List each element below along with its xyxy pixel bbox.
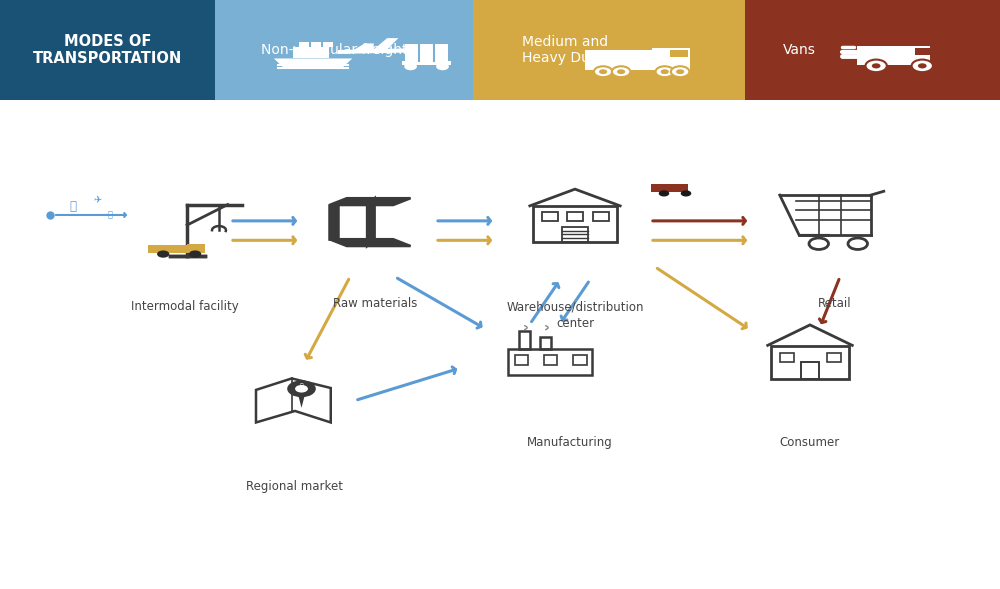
Text: Regional market: Regional market [246,480,344,493]
Text: ⛵: ⛵ [70,200,77,213]
Circle shape [157,250,169,258]
Circle shape [676,70,684,74]
FancyBboxPatch shape [915,48,930,55]
Circle shape [436,63,449,70]
FancyBboxPatch shape [652,48,690,70]
Text: Warehouse/distribution
center: Warehouse/distribution center [506,300,644,330]
Circle shape [671,66,689,77]
FancyBboxPatch shape [585,50,652,70]
Text: 🚃: 🚃 [108,210,113,220]
Polygon shape [329,198,411,205]
Circle shape [912,59,933,72]
Text: Manufacturing: Manufacturing [527,436,613,449]
FancyBboxPatch shape [187,244,205,253]
Text: Intermodal facility: Intermodal facility [131,300,239,313]
Circle shape [865,59,887,72]
FancyBboxPatch shape [402,61,451,65]
FancyBboxPatch shape [473,0,745,100]
Text: Consumer: Consumer [780,436,840,449]
Circle shape [295,385,308,392]
Circle shape [661,70,669,74]
FancyBboxPatch shape [405,44,448,61]
FancyBboxPatch shape [311,42,321,47]
Text: Retail: Retail [818,297,852,310]
FancyBboxPatch shape [670,50,688,58]
Circle shape [594,66,612,77]
Circle shape [659,190,669,197]
Circle shape [918,63,927,68]
Text: 🛒: 🛒 [300,383,303,389]
FancyBboxPatch shape [0,0,215,100]
Polygon shape [367,198,375,246]
Text: MODES OF
TRANSPORTATION: MODES OF TRANSPORTATION [33,34,182,66]
Circle shape [872,63,881,68]
FancyBboxPatch shape [745,0,1000,100]
Polygon shape [329,239,411,246]
Circle shape [404,63,417,70]
Polygon shape [338,48,428,54]
FancyBboxPatch shape [651,184,688,193]
FancyBboxPatch shape [857,47,930,65]
FancyBboxPatch shape [215,0,473,100]
Text: Non-vehicular freight: Non-vehicular freight [261,43,408,57]
Polygon shape [374,38,398,49]
Circle shape [617,70,625,74]
FancyBboxPatch shape [323,42,333,47]
Text: Medium and
Heavy Duty: Medium and Heavy Duty [522,35,608,65]
Text: Vans: Vans [783,43,816,57]
Circle shape [681,190,691,197]
Polygon shape [293,47,329,58]
FancyBboxPatch shape [148,245,187,253]
Circle shape [612,66,630,77]
Circle shape [599,70,607,74]
Polygon shape [274,58,352,68]
Circle shape [189,250,201,258]
Text: ✈: ✈ [93,196,101,205]
Polygon shape [351,44,374,51]
Text: Raw materials: Raw materials [333,297,417,310]
Circle shape [287,380,316,397]
Circle shape [656,66,674,77]
Polygon shape [329,205,338,239]
FancyBboxPatch shape [299,42,309,47]
Polygon shape [298,393,305,408]
